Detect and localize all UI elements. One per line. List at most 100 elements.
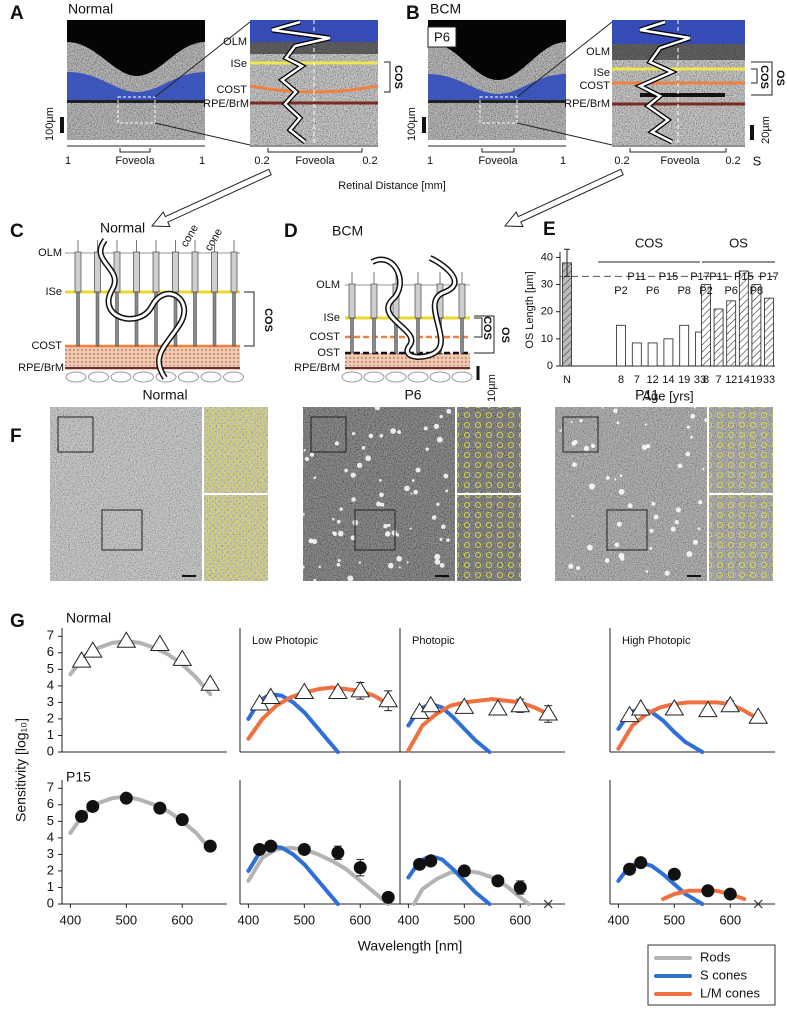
x-tick-label: 500	[453, 912, 475, 927]
bright-spot	[697, 527, 701, 531]
rpe-cell	[363, 371, 385, 383]
bright-spot	[670, 526, 676, 532]
x-tick-label: 14	[662, 374, 674, 386]
bar	[726, 300, 737, 367]
bright-spot	[677, 463, 683, 469]
y-tick-label: 5	[47, 661, 54, 676]
panel-label: A	[10, 3, 24, 24]
panel-label: G	[10, 611, 25, 632]
profile	[637, 20, 691, 144]
profile	[98, 239, 186, 379]
x-label: 1	[65, 155, 71, 167]
bright-spot	[446, 538, 450, 542]
layer-label: COST	[31, 340, 62, 352]
axis-title: Retinal Distance [mm]	[338, 180, 446, 192]
patient-label: P6	[646, 285, 659, 297]
bright-spot	[619, 474, 623, 478]
group-label: COS	[635, 235, 664, 250]
row-label: P15	[66, 769, 91, 785]
connector	[516, 122, 613, 146]
bright-spot	[641, 444, 648, 451]
bright-spot	[587, 544, 593, 551]
triangle-marker	[200, 674, 221, 691]
circle-marker	[381, 890, 395, 904]
bar	[738, 270, 749, 367]
bright-spot	[674, 520, 679, 525]
y-tick-label: 7	[47, 628, 54, 643]
patient-label: P17	[690, 271, 710, 283]
x-tick-label: 19	[750, 374, 762, 386]
circle-marker	[119, 791, 133, 805]
bright-spot	[605, 475, 610, 480]
x-tick-label: 500	[663, 912, 685, 927]
legend-label: Rods	[700, 949, 731, 964]
rpe-cell	[341, 371, 363, 383]
bright-spot	[423, 426, 428, 431]
cone-outer	[372, 317, 376, 354]
cone-inner	[133, 251, 140, 293]
bright-spot	[433, 423, 440, 429]
bracket-label: OS	[774, 70, 786, 86]
x-tick-label: N	[563, 374, 571, 386]
bracket	[751, 61, 773, 96]
x-label: 0.2	[614, 155, 629, 167]
y-tick-label: 2	[47, 710, 54, 725]
circle-marker	[253, 842, 267, 856]
bright-spot	[351, 431, 356, 436]
scale-label: 10µm	[486, 374, 498, 402]
x-label: Foveola	[660, 155, 700, 167]
cone-inner	[211, 251, 218, 293]
triangle-marker	[327, 682, 348, 699]
layer-label: COST	[309, 331, 340, 343]
bright-spot	[339, 507, 343, 511]
x-label: 0.2	[254, 155, 269, 167]
bar	[663, 338, 674, 367]
bright-spot	[614, 542, 620, 548]
panel-title: BCM	[430, 1, 461, 17]
bright-spot	[649, 528, 654, 533]
connector	[154, 122, 251, 146]
rpe-cell	[429, 371, 451, 383]
bright-spot	[434, 559, 441, 565]
profile	[371, 256, 456, 359]
x-label: Foveola	[478, 155, 518, 167]
cone-outer	[154, 291, 158, 347]
bright-spot	[644, 423, 647, 426]
curve	[246, 845, 391, 906]
panel-title: Normal	[68, 1, 113, 17]
bright-spot	[390, 428, 396, 434]
bright-spot	[396, 555, 402, 562]
bright-spot	[376, 501, 382, 507]
triangle-marker	[720, 695, 741, 713]
y-tick-label: 4	[47, 677, 54, 692]
bright-spot	[337, 530, 344, 537]
x-axis-title: Age [yrs]	[642, 388, 693, 403]
column-title: Low Photopic	[252, 635, 319, 647]
circle-marker	[634, 856, 648, 870]
scale-label: 20µm	[760, 116, 772, 144]
bright-spot	[313, 578, 317, 582]
triangle-marker	[748, 707, 769, 724]
bracket	[474, 315, 495, 354]
bright-spot	[559, 429, 562, 432]
bright-spot	[337, 559, 341, 562]
cone-marks	[457, 495, 521, 581]
bar	[562, 262, 572, 367]
y-tick-label: 2	[47, 862, 54, 877]
cone-inner	[370, 283, 378, 319]
y-axis-title: Sensitivity [log₁₀]	[13, 718, 29, 822]
bright-spot	[347, 575, 354, 582]
cone-marks	[457, 407, 521, 493]
x-tick-label: 12	[725, 374, 737, 386]
x-tick-label: 600	[509, 912, 531, 927]
triangle-marker	[420, 695, 441, 713]
blue-band	[67, 72, 205, 100]
bright-spot	[383, 523, 388, 529]
rpe-cell	[407, 371, 429, 383]
bracket	[384, 61, 391, 93]
bright-spot	[692, 539, 698, 545]
patient-label: P11	[709, 271, 728, 283]
bright-spot	[583, 445, 590, 452]
triangle-marker	[71, 651, 92, 668]
bright-spot	[380, 502, 385, 507]
